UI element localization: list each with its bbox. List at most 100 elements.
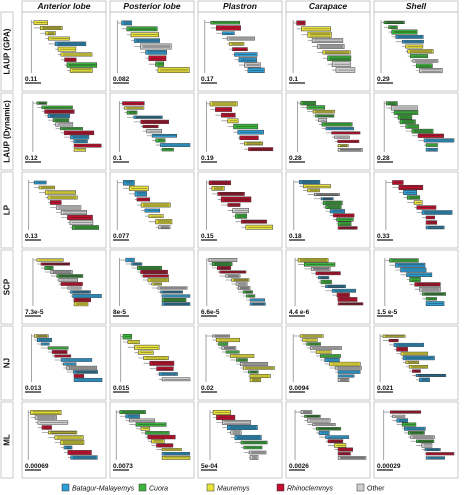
- clade-block: [307, 188, 320, 193]
- scale-bar-label: 4.4 e-6: [289, 309, 310, 316]
- tree-branch: [411, 135, 419, 137]
- tree-branch: [52, 355, 56, 357]
- tree-branch: [160, 149, 163, 151]
- tree-branch: [388, 344, 395, 346]
- tree-panel: 0.1: [109, 92, 195, 171]
- tree-panel: 8e-5: [109, 249, 195, 325]
- clade-block: [124, 106, 145, 110]
- tree-panel: 6.6e-5: [197, 249, 283, 325]
- clade-block: [425, 147, 438, 152]
- tree-panel: 0.0094: [285, 325, 371, 401]
- clade-block: [388, 25, 398, 29]
- tree-branch: [134, 199, 138, 201]
- clade-block: [44, 190, 76, 195]
- clade-block: [227, 203, 241, 207]
- panel-frame: [373, 325, 459, 401]
- clade-block: [409, 277, 421, 283]
- tree-branch: [392, 420, 398, 422]
- panel-frame: [109, 92, 195, 171]
- tree-branch: [35, 422, 39, 424]
- tree-branch: [116, 411, 121, 414]
- clade-block: [55, 122, 74, 127]
- column-header: Shell: [373, 0, 459, 13]
- tree-branch: [63, 367, 68, 370]
- tree-branch: [210, 109, 216, 111]
- panel-frame: [373, 92, 459, 171]
- tree-branch: [315, 119, 320, 122]
- clade-block: [400, 351, 428, 356]
- tree-branch: [34, 187, 40, 189]
- tree-branch: [140, 275, 144, 277]
- tree-panel: 0.013: [21, 325, 107, 401]
- panel-frame: [285, 401, 371, 479]
- tree-branch: [209, 412, 214, 414]
- clade-block: [38, 185, 55, 190]
- scale-bar-label: 0.02: [201, 385, 214, 392]
- tree-branch: [60, 132, 65, 135]
- tree-branch: [159, 378, 163, 381]
- tree-panel: 0.082: [109, 11, 195, 92]
- clade-block: [63, 130, 95, 136]
- panel-frame: [21, 401, 107, 479]
- scale-bar-label: 0.077: [113, 233, 130, 240]
- tree-panel: 0.0026: [285, 401, 371, 479]
- clade-block: [60, 210, 88, 215]
- tree-branch: [60, 447, 65, 449]
- tree-branch: [318, 123, 323, 126]
- tree-branch: [41, 111, 46, 113]
- tree-branch: [67, 222, 71, 224]
- tree-branch: [325, 440, 329, 443]
- tree-branch: [147, 283, 153, 285]
- tree-branch: [321, 128, 327, 130]
- tree-branch: [402, 46, 406, 48]
- phylogenetic-tree: [379, 334, 447, 382]
- tree-branch: [39, 192, 46, 194]
- tree-branch: [391, 112, 395, 114]
- tree-branch: [316, 432, 320, 434]
- clade-block: [126, 26, 158, 32]
- tree-branch: [317, 51, 324, 54]
- clade-block: [155, 61, 164, 67]
- tree-branch: [211, 193, 219, 195]
- clade-block: [222, 420, 251, 425]
- legend-item: Mauremys: [206, 483, 250, 493]
- tree-branch: [325, 290, 333, 292]
- tree-branch: [424, 144, 427, 146]
- column-header: Plastron: [197, 0, 283, 13]
- phylogenetic-tree: [206, 180, 273, 230]
- clade-block: [119, 410, 146, 415]
- tree-branch: [239, 143, 245, 145]
- tree-branch: [40, 267, 46, 270]
- tree-branch: [47, 119, 54, 122]
- tree-branch: [69, 227, 73, 229]
- panel-frame: [21, 171, 107, 249]
- tree-branch: [313, 115, 316, 117]
- tree-branch: [320, 359, 326, 362]
- tree-branch: [221, 120, 229, 123]
- tree-branch: [63, 452, 69, 454]
- phylogenetic-tree: [32, 101, 102, 152]
- tree-branch: [67, 291, 71, 293]
- clade-block: [424, 448, 441, 452]
- tree-branch: [204, 22, 212, 24]
- tree-branch: [400, 126, 407, 128]
- tree-branch: [70, 140, 75, 143]
- legend-item: Rhinoclemmys: [276, 483, 333, 493]
- clade-block: [331, 288, 357, 293]
- clade-block: [393, 110, 419, 115]
- tree-branch: [414, 288, 420, 291]
- panel-frame: [21, 249, 107, 325]
- tree-branch: [55, 48, 59, 51]
- clade-block: [70, 134, 90, 140]
- clade-block: [229, 42, 245, 46]
- row-header-label: ML: [3, 434, 12, 446]
- row-header-label: NJ: [3, 358, 12, 368]
- scale-bar-label: 0.015: [113, 385, 130, 392]
- panel-frame: [197, 171, 283, 249]
- legend-swatch: [356, 483, 365, 492]
- phylogenetic-tree: [294, 410, 367, 460]
- tree-branch: [217, 271, 221, 273]
- clade-block: [242, 366, 275, 370]
- tree-branch: [213, 417, 217, 419]
- clade-block: [235, 282, 248, 286]
